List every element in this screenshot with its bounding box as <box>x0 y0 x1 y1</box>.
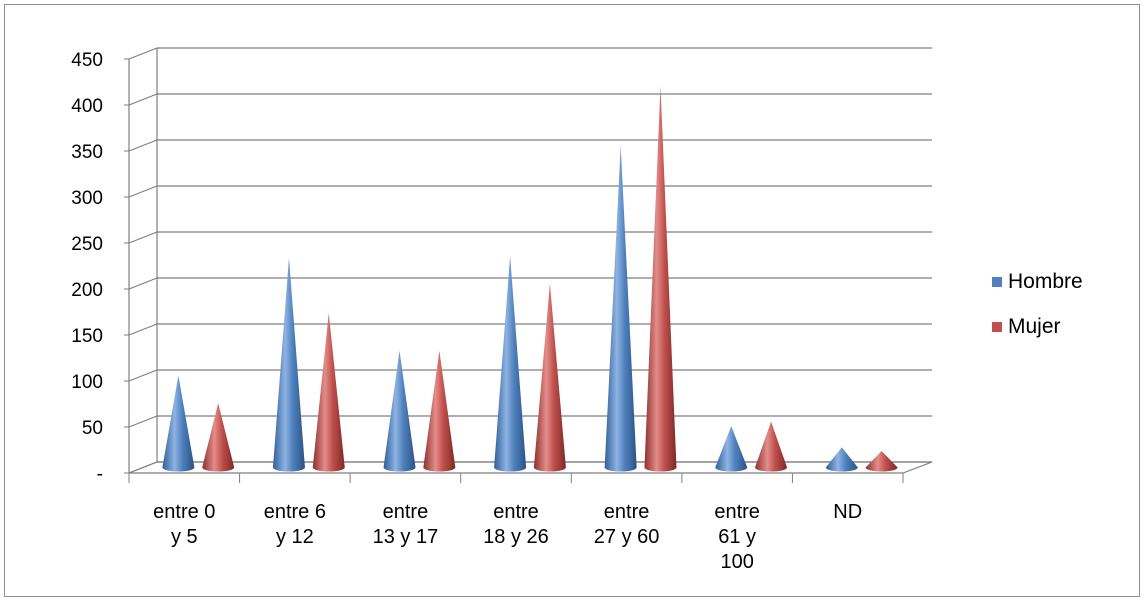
cone-mujer <box>755 421 788 472</box>
cone-mujer <box>533 283 566 472</box>
cone-hombre <box>494 255 527 472</box>
legend: Hombre Mujer <box>992 270 1083 338</box>
cone-mujer <box>312 312 345 472</box>
x-category-label-line: entre 6 <box>264 501 326 523</box>
x-category-label-line: 13 y 17 <box>373 526 439 548</box>
gridline-wall <box>128 185 158 198</box>
x-category-label-line: ND <box>833 501 862 523</box>
x-category-label-line: 18 y 26 <box>483 526 549 548</box>
y-tick-label: 50 <box>82 418 103 439</box>
legend-swatch-mujer <box>992 322 1002 332</box>
legend-label-mujer: Mujer <box>1008 315 1061 338</box>
gridline-wall <box>128 139 158 152</box>
cone-mujer <box>423 350 456 472</box>
cone-mujer <box>202 403 235 472</box>
y-tick-label: 400 <box>71 96 103 117</box>
y-tick-label: 100 <box>71 372 103 393</box>
cone-mujer <box>865 450 898 472</box>
x-category-label-line: 27 y 60 <box>594 526 660 548</box>
gridline-wall <box>128 47 158 60</box>
x-category-label-line: entre <box>604 501 650 523</box>
cone-hombre <box>604 145 637 472</box>
y-tick-label: 150 <box>71 326 103 347</box>
gridline-wall <box>128 369 158 382</box>
x-category-label: entre 0 y 5 <box>153 501 215 548</box>
x-category-label: ND <box>833 501 862 523</box>
legend-swatch-hombre <box>992 277 1002 287</box>
x-category-label-line: entre 0 <box>153 501 215 523</box>
x-category-label: entre 27 y 60 <box>594 501 660 548</box>
x-category-label-line: entre <box>383 501 429 523</box>
gridlines <box>128 47 932 474</box>
x-category-label: entre 18 y 26 <box>483 501 549 548</box>
x-category-label-line: entre <box>714 501 760 523</box>
y-tick-label: 200 <box>71 280 103 301</box>
x-category-label-line: y 12 <box>276 526 314 548</box>
y-tick-label: 450 <box>71 50 103 71</box>
cone-hombre <box>715 426 748 472</box>
axes <box>124 48 933 483</box>
y-tick-label: 250 <box>71 234 103 255</box>
cone-marks <box>162 85 898 472</box>
floor <box>128 461 933 474</box>
gridline-wall <box>128 277 158 290</box>
x-category-label: entre 61 y 100 <box>714 501 760 573</box>
x-category-label-line: 61 y <box>718 526 756 548</box>
cone-hombre <box>383 350 416 472</box>
cone-hombre <box>825 447 858 472</box>
cone-mujer <box>644 85 677 472</box>
cone-hombre <box>272 257 305 472</box>
gridline-wall <box>128 231 158 244</box>
x-category-label-line: y 5 <box>171 526 198 548</box>
gridline-wall <box>128 93 158 106</box>
y-tick-label: 300 <box>71 188 103 209</box>
x-category-label: entre 13 y 17 <box>373 501 439 548</box>
x-category-label: entre 6 y 12 <box>264 501 326 548</box>
gridline-wall <box>128 323 158 336</box>
legend-label-hombre: Hombre <box>1008 270 1083 293</box>
x-category-label-line: 100 <box>720 551 753 573</box>
gridline-wall <box>128 415 158 428</box>
y-tick-label: - <box>97 464 103 485</box>
cone-hombre <box>162 375 195 472</box>
y-tick-label: 350 <box>71 142 103 163</box>
x-category-label-line: entre <box>493 501 539 523</box>
